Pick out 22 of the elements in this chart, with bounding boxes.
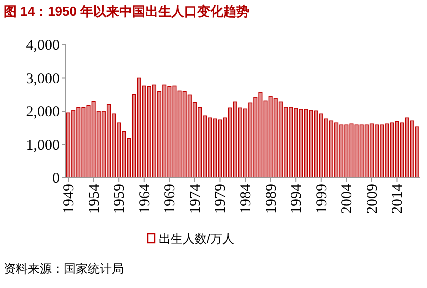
y-tick-label: 2,000	[26, 104, 60, 120]
x-tick-label: 1989	[264, 184, 280, 214]
y-tick-label: 1,000	[26, 138, 60, 154]
x-tick-label: 1969	[162, 184, 179, 214]
chart-title: 图 14：1950 年以来中国出生人口变化趋势	[4, 4, 250, 19]
y-tick-label: 3,000	[26, 71, 60, 88]
x-tick-label: 1954	[86, 184, 103, 214]
x-tick-label: 1999	[314, 184, 330, 214]
text: 资料来源：国家统计局	[4, 262, 124, 276]
y-tick-label: 0	[52, 171, 60, 187]
x-tick-label: 2004	[340, 184, 356, 214]
x-tick-label: 1984	[238, 184, 255, 214]
x-tick-label: 2009	[364, 184, 381, 214]
x-tick-label: 1959	[112, 184, 128, 214]
legend-label: 出生人数/万人	[159, 232, 234, 246]
x-tick-label: 2014	[390, 184, 406, 214]
x-tick-label: 1964	[137, 184, 154, 214]
x-tick-label: 1949	[62, 184, 78, 214]
x-tick-label: 1994	[289, 184, 306, 214]
x-tick-label: 1979	[213, 184, 230, 214]
x-tick-label: 1974	[188, 184, 204, 214]
y-tick-label: 4,000	[26, 38, 60, 54]
